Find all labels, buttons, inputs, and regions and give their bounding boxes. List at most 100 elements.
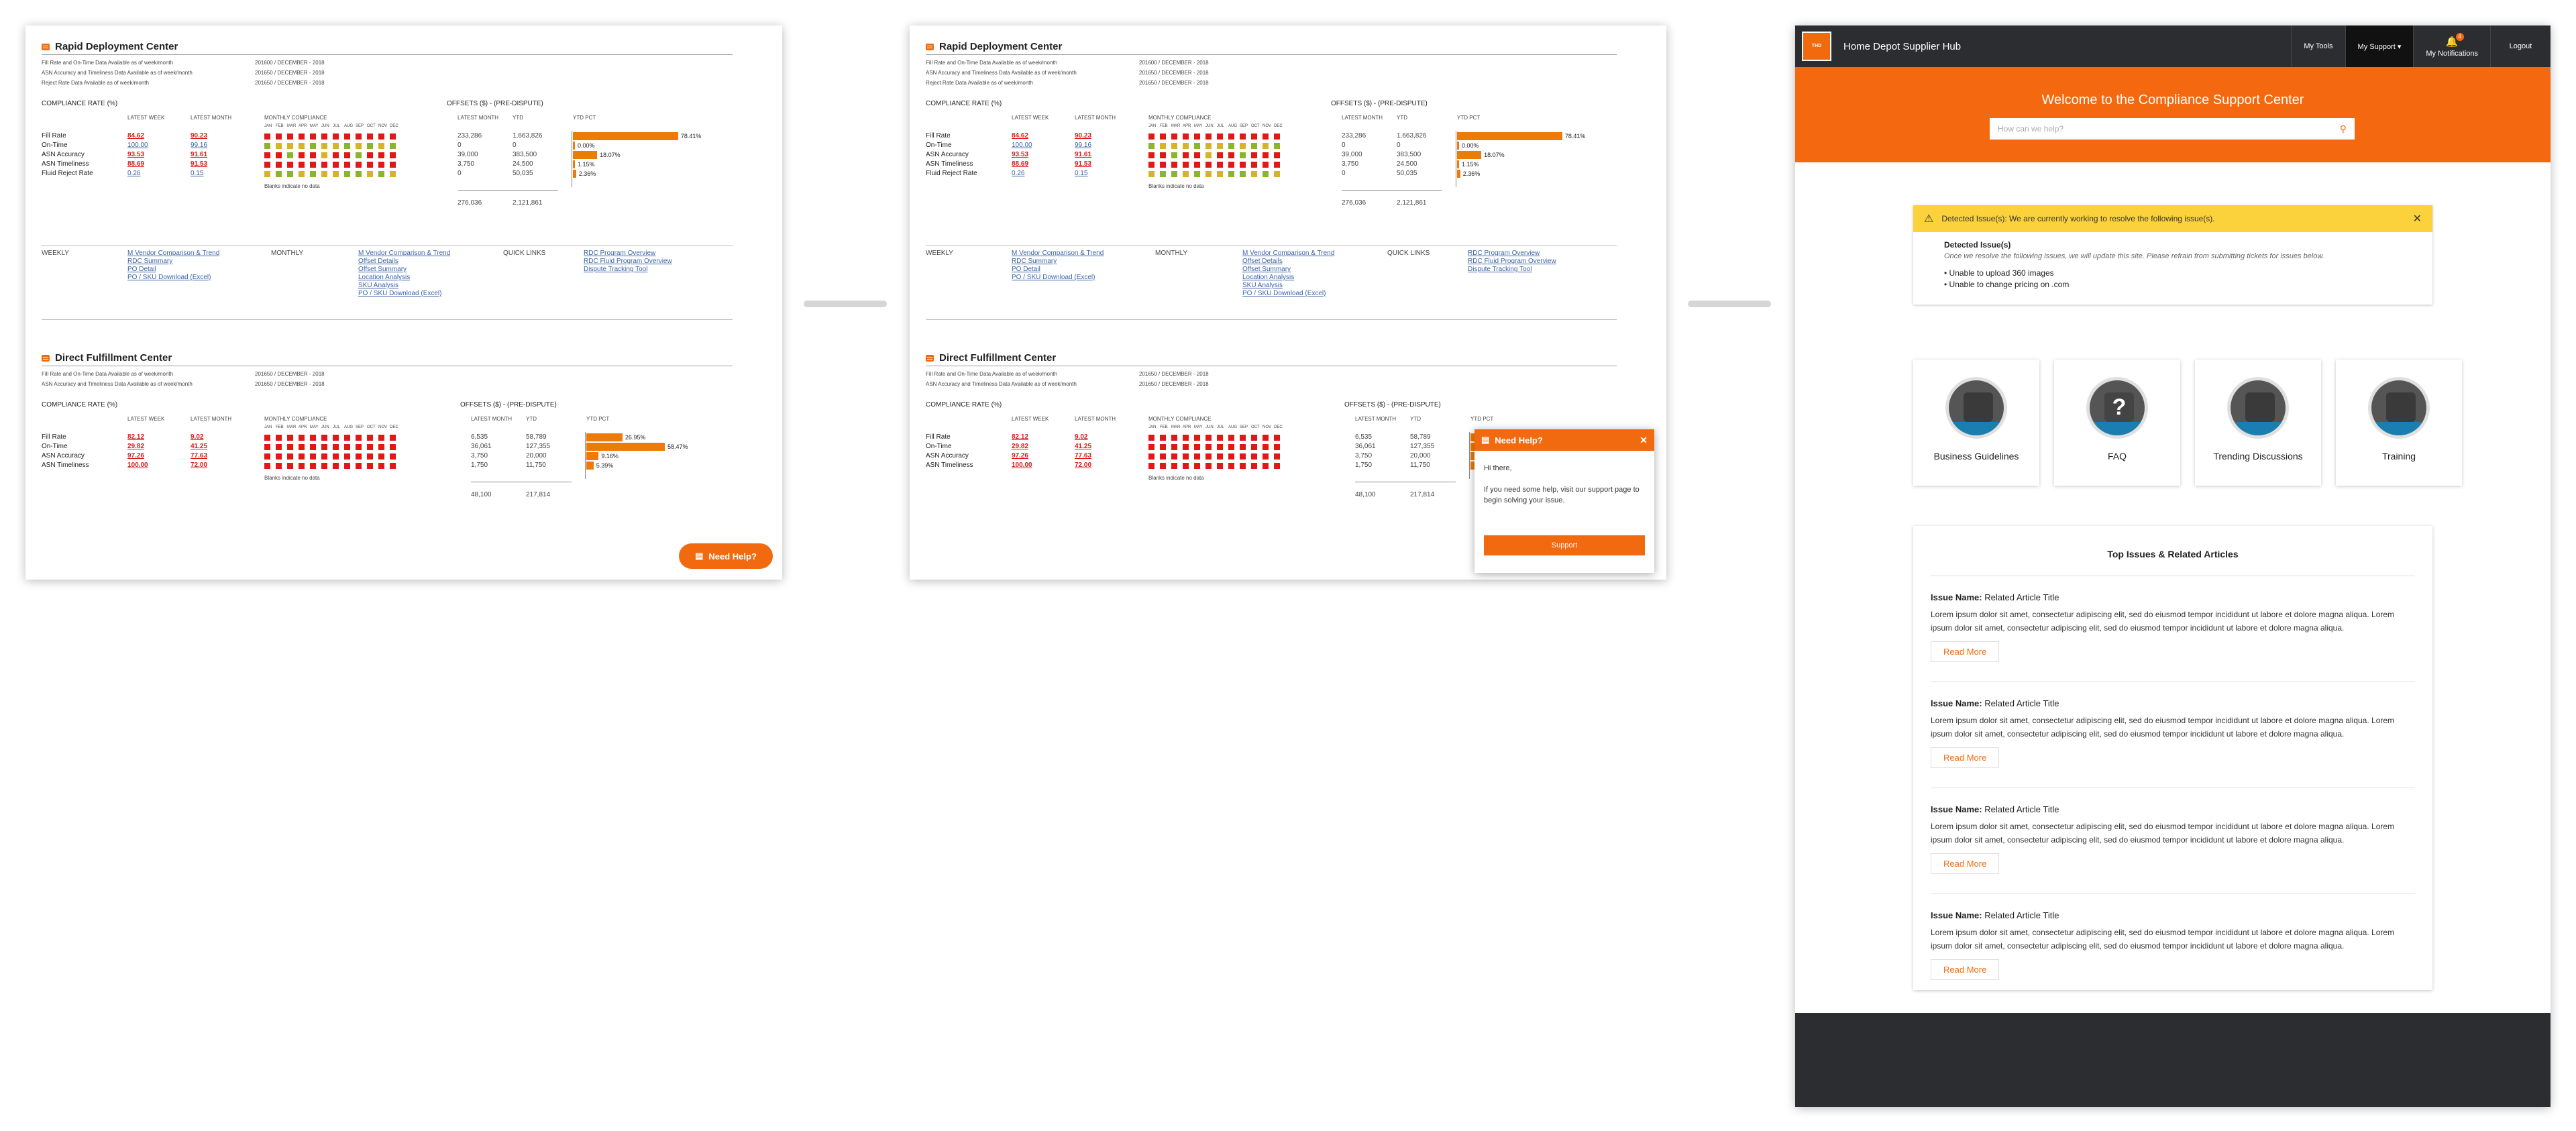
home-depot-logo[interactable]: THD bbox=[1802, 32, 1831, 61]
monthly-link[interactable]: M Vendor Comparison & Trend bbox=[358, 250, 451, 257]
monthly-link[interactable]: SKU Analysis bbox=[1242, 282, 1283, 289]
quick-link[interactable]: Dispute Tracking Tool bbox=[584, 266, 648, 273]
latest-month-value[interactable]: 9.02 bbox=[191, 433, 204, 441]
read-more-button[interactable]: Read More bbox=[1931, 641, 2000, 662]
monthly-status-square bbox=[1160, 143, 1166, 149]
weekly-link[interactable]: RDC Summary bbox=[1012, 258, 1057, 265]
quick-link[interactable]: RDC Program Overview bbox=[1468, 250, 1540, 257]
latest-month-value[interactable]: 0.15 bbox=[1075, 170, 1088, 177]
card-training[interactable]: Training bbox=[2336, 360, 2462, 486]
latest-month-value[interactable]: 0.15 bbox=[191, 170, 204, 177]
latest-month-value[interactable]: 72.00 bbox=[191, 462, 208, 469]
close-icon[interactable]: ✕ bbox=[2412, 213, 2422, 225]
latest-week-value[interactable]: 88.69 bbox=[127, 160, 145, 168]
support-button[interactable]: Support bbox=[1484, 535, 1645, 555]
quick-link[interactable]: RDC Fluid Program Overview bbox=[1468, 258, 1556, 265]
month-label: DEC bbox=[390, 124, 398, 128]
month-label: FEB bbox=[276, 124, 284, 128]
latest-week-value[interactable]: 100.00 bbox=[127, 462, 148, 469]
latest-month-value[interactable]: 91.53 bbox=[191, 160, 208, 168]
read-more-button[interactable]: Read More bbox=[1931, 853, 2000, 874]
latest-week-value[interactable]: 93.53 bbox=[1012, 151, 1029, 158]
nav-my-tools[interactable]: My Tools bbox=[2291, 25, 2345, 67]
latest-month-value[interactable]: 91.61 bbox=[1075, 151, 1092, 158]
quick-link[interactable]: RDC Fluid Program Overview bbox=[584, 258, 672, 265]
latest-month-value[interactable]: 99.16 bbox=[191, 142, 208, 149]
read-more-button[interactable]: Read More bbox=[1931, 959, 2000, 980]
latest-week-value[interactable]: 88.69 bbox=[1012, 160, 1029, 168]
latest-week-value[interactable]: 84.62 bbox=[127, 132, 145, 140]
monthly-status-square bbox=[367, 133, 373, 140]
weekly-link[interactable]: PO / SKU Download (Excel) bbox=[127, 274, 211, 281]
monthly-status-square bbox=[378, 171, 384, 177]
flow-connector bbox=[1688, 301, 1771, 307]
latest-week-value[interactable]: 82.12 bbox=[1012, 433, 1029, 441]
weekly-link[interactable]: PO Detail bbox=[127, 266, 156, 273]
latest-week-value[interactable]: 29.82 bbox=[127, 443, 145, 450]
latest-week-value[interactable]: 100.00 bbox=[1012, 142, 1032, 149]
latest-month-value[interactable]: 90.23 bbox=[191, 132, 208, 140]
monthly-link[interactable]: Offset Summary bbox=[1242, 266, 1291, 273]
weekly-link[interactable]: M Vendor Comparison & Trend bbox=[127, 250, 220, 257]
pct-axis bbox=[1469, 432, 1470, 479]
availability-label: ASN Accuracy and Timeliness Data Availab… bbox=[926, 381, 1077, 387]
monthly-link[interactable]: Location Analysis bbox=[358, 274, 411, 281]
latest-week-value[interactable]: 29.82 bbox=[1012, 443, 1029, 450]
weekly-link[interactable]: PO Detail bbox=[1012, 266, 1040, 273]
nav-logout[interactable]: Logout bbox=[2490, 25, 2551, 67]
latest-week-value[interactable]: 93.53 bbox=[127, 151, 145, 158]
nav-my-notifications[interactable]: 🔔 4 My Notifications bbox=[2413, 25, 2490, 67]
read-more-button[interactable]: Read More bbox=[1931, 747, 2000, 768]
latest-month-value[interactable]: 41.25 bbox=[1075, 443, 1092, 450]
latest-month-value[interactable]: 91.61 bbox=[191, 151, 208, 158]
monthly-link[interactable]: PO / SKU Download (Excel) bbox=[1242, 290, 1326, 297]
monthly-link[interactable]: Offset Details bbox=[358, 258, 398, 265]
quick-link[interactable]: Dispute Tracking Tool bbox=[1468, 266, 1532, 273]
latest-month-value[interactable]: 9.02 bbox=[1075, 433, 1088, 441]
latest-month-value[interactable]: 77.63 bbox=[191, 452, 208, 460]
close-icon[interactable]: ✕ bbox=[1640, 434, 1648, 445]
monthly-link[interactable]: PO / SKU Download (Excel) bbox=[358, 290, 442, 297]
latest-month-value[interactable]: 41.25 bbox=[191, 443, 208, 450]
need-help-button[interactable]: ▤ Need Help? bbox=[679, 543, 773, 569]
hero-title: Welcome to the Compliance Support Center bbox=[2041, 93, 2304, 107]
quick-link[interactable]: RDC Program Overview bbox=[584, 250, 656, 257]
monthly-status-square bbox=[1274, 444, 1280, 450]
metric-label: Fluid Reject Rate bbox=[926, 170, 977, 177]
latest-week-value[interactable]: 100.00 bbox=[1012, 462, 1032, 469]
metric-label: On-Time bbox=[926, 142, 952, 149]
weekly-link[interactable]: M Vendor Comparison & Trend bbox=[1012, 250, 1104, 257]
card-faq[interactable]: ? FAQ bbox=[2054, 360, 2180, 486]
nav-my-support[interactable]: My Support ▾ bbox=[2345, 25, 2414, 67]
card-trending-discussions[interactable]: Trending Discussions bbox=[2195, 360, 2321, 486]
latest-week-value[interactable]: 82.12 bbox=[127, 433, 145, 441]
latest-month-value[interactable]: 99.16 bbox=[1075, 142, 1092, 149]
monthly-status-square bbox=[390, 453, 396, 460]
search-input[interactable]: How can we help? ⚲ bbox=[1990, 118, 2355, 140]
latest-month-value[interactable]: 77.63 bbox=[1075, 452, 1092, 460]
card-business-guidelines[interactable]: Business Guidelines bbox=[1913, 360, 2039, 486]
monthly-link[interactable]: Offset Details bbox=[1242, 258, 1283, 265]
latest-week-value[interactable]: 0.26 bbox=[1012, 170, 1025, 177]
compliance-rate-heading: COMPLIANCE RATE (%) bbox=[926, 401, 1002, 409]
latest-week-value[interactable]: 97.26 bbox=[1012, 452, 1029, 460]
latest-week-value[interactable]: 100.00 bbox=[127, 142, 148, 149]
monthly-status-square bbox=[333, 435, 339, 441]
latest-week-value[interactable]: 0.26 bbox=[127, 170, 141, 177]
latest-month-value[interactable]: 91.53 bbox=[1075, 160, 1092, 168]
latest-week-value[interactable]: 97.26 bbox=[127, 452, 145, 460]
latest-week-header: LATEST WEEK bbox=[1012, 416, 1049, 422]
search-icon[interactable]: ⚲ bbox=[2339, 123, 2347, 134]
monthly-link[interactable]: Offset Summary bbox=[358, 266, 407, 273]
monthly-status-square bbox=[1171, 453, 1177, 460]
weekly-link[interactable]: PO / SKU Download (Excel) bbox=[1012, 274, 1095, 281]
monthly-status-square bbox=[344, 435, 350, 441]
monthly-link[interactable]: Location Analysis bbox=[1242, 274, 1295, 281]
monthly-link[interactable]: M Vendor Comparison & Trend bbox=[1242, 250, 1335, 257]
monthly-link[interactable]: SKU Analysis bbox=[358, 282, 399, 289]
latest-month-value[interactable]: 90.23 bbox=[1075, 132, 1092, 140]
weekly-link[interactable]: RDC Summary bbox=[127, 258, 173, 265]
latest-week-value[interactable]: 84.62 bbox=[1012, 132, 1029, 140]
availability-value: 201650 / DECEMBER - 2018 bbox=[1139, 371, 1209, 377]
latest-month-value[interactable]: 72.00 bbox=[1075, 462, 1092, 469]
